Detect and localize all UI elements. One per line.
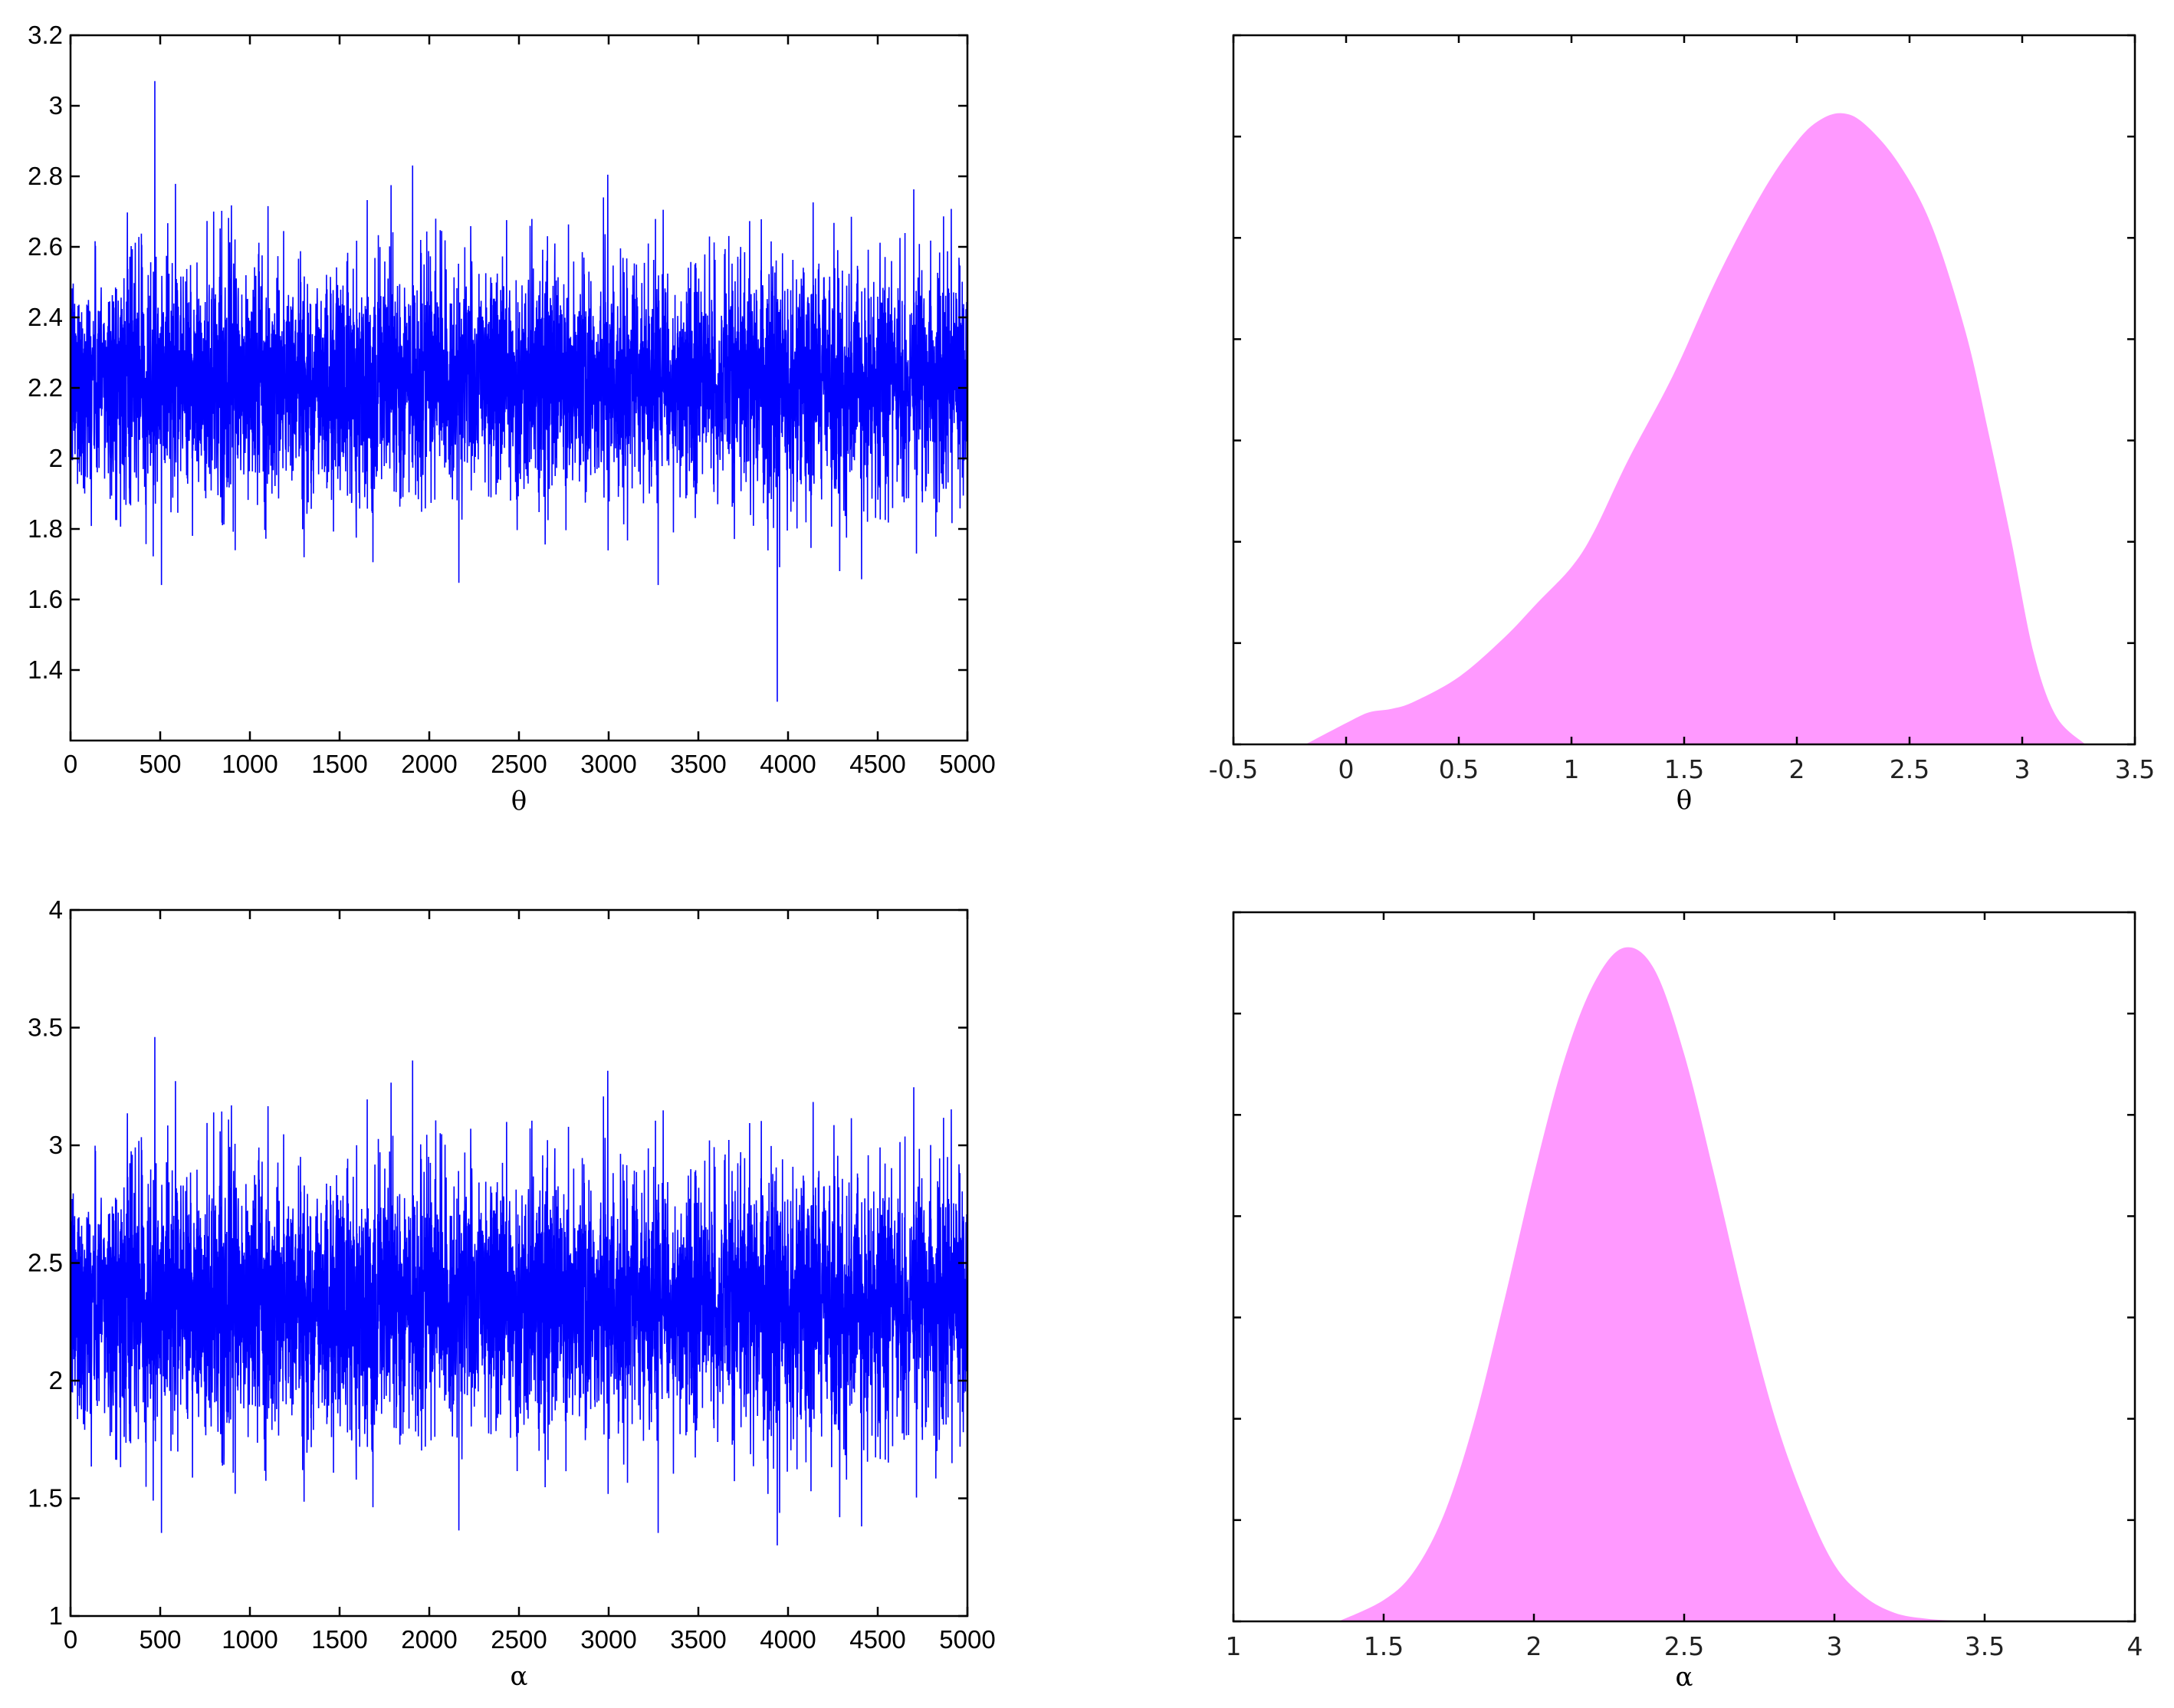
trace-theta-plot: 0 500 1000 1500 2000 2500 3000 3500 4000 4500 5000… (28, 21, 996, 816)
y-tick-label: 2.8 (28, 162, 63, 190)
x-tick-label: 2.5 (1664, 1631, 1704, 1661)
x-tick-label: 4500 (849, 750, 905, 778)
y-tick-label: 1.5 (28, 1484, 63, 1513)
x-tick-label: 0 (64, 750, 77, 778)
density-theta-plot: -0.5 0 0.5 1 1.5 2 2.5 3 3.5 θ (1209, 34, 2155, 816)
y-tick-label: 3.2 (28, 21, 63, 49)
x-tick-label: 1500 (311, 1625, 367, 1654)
y-tick-label: 1.6 (28, 585, 63, 613)
x-tick-label: 1.5 (1364, 1631, 1404, 1661)
x-axis-label: α (1676, 1662, 1693, 1693)
x-tick-label: 4000 (760, 1625, 816, 1654)
x-tick-label: 1500 (311, 750, 367, 778)
density-alpha-density-area (1338, 947, 1985, 1621)
x-tick-label: 1 (1226, 1631, 1242, 1661)
y-tick-label: 4 (49, 895, 63, 924)
x-tick-label: 3 (1827, 1631, 1843, 1661)
y-tick-label: 3 (49, 1131, 63, 1159)
x-tick-label: 1000 (222, 1625, 277, 1654)
y-tick-label: 2.6 (28, 232, 63, 261)
x-tick-label: 2500 (491, 750, 547, 778)
x-tick-label: 3.5 (1965, 1631, 2005, 1661)
y-tick-label: 2.2 (28, 373, 63, 402)
y-tick-label: 1 (49, 1601, 63, 1630)
x-tick-label: 2 (1526, 1631, 1542, 1661)
y-tick-label: 2.4 (28, 303, 63, 331)
x-axis-label: θ (1676, 785, 1692, 816)
x-tick-label: 1.5 (1664, 754, 1704, 784)
y-tick-label: 3 (49, 91, 63, 120)
x-tick-label: 3.5 (2115, 754, 2155, 784)
x-tick-label: 0.5 (1439, 754, 1479, 784)
x-tick-label: 5000 (939, 1625, 995, 1654)
x-tick-label: 3000 (580, 1625, 636, 1654)
x-tick-label: 3000 (580, 750, 636, 778)
x-tick-label: 4 (2127, 1631, 2143, 1661)
y-tick-label: 3.5 (28, 1013, 63, 1042)
x-tick-label: 1 (1564, 754, 1580, 784)
x-tick-label: 4500 (849, 1625, 905, 1654)
y-tick-label: 1.8 (28, 514, 63, 543)
y-tick-label: 2 (49, 444, 63, 472)
x-tick-label: 2 (1789, 754, 1805, 784)
x-tick-label: 2.5 (1890, 754, 1929, 784)
trace-alpha-plot: 0 500 1000 1500 2000 2500 3000 3500 4000 4500 5000… (28, 895, 996, 1692)
x-tick-label: 3 (2015, 754, 2031, 784)
x-tick-label: 2000 (401, 750, 457, 778)
density-theta-density-area (1305, 113, 2086, 745)
x-tick-label: 500 (139, 1625, 181, 1654)
x-tick-label: -0.5 (1209, 754, 1258, 784)
x-tick-label: 0 (64, 1625, 77, 1654)
x-tick-label: 3500 (670, 750, 726, 778)
x-tick-label: 5000 (939, 750, 995, 778)
y-tick-label: 2.5 (28, 1249, 63, 1277)
x-axis-label: θ (511, 786, 527, 816)
y-tick-label: 2 (49, 1366, 63, 1394)
x-tick-label: 3500 (670, 1625, 726, 1654)
trace-theta-series-line (71, 80, 967, 727)
x-tick-label: 4000 (760, 750, 816, 778)
y-tick-label: 1.4 (28, 655, 63, 684)
density-alpha-plot: 1 1.5 2 2.5 3 3.5 4 α (1226, 911, 2143, 1693)
x-tick-label: 1000 (222, 750, 277, 778)
x-tick-label: 2000 (401, 1625, 457, 1654)
x-tick-label: 0 (1338, 754, 1355, 784)
x-axis-label: α (511, 1661, 528, 1692)
x-tick-label: 2500 (491, 1625, 547, 1654)
trace-alpha-series-line (71, 1036, 967, 1602)
x-tick-label: 500 (139, 750, 181, 778)
